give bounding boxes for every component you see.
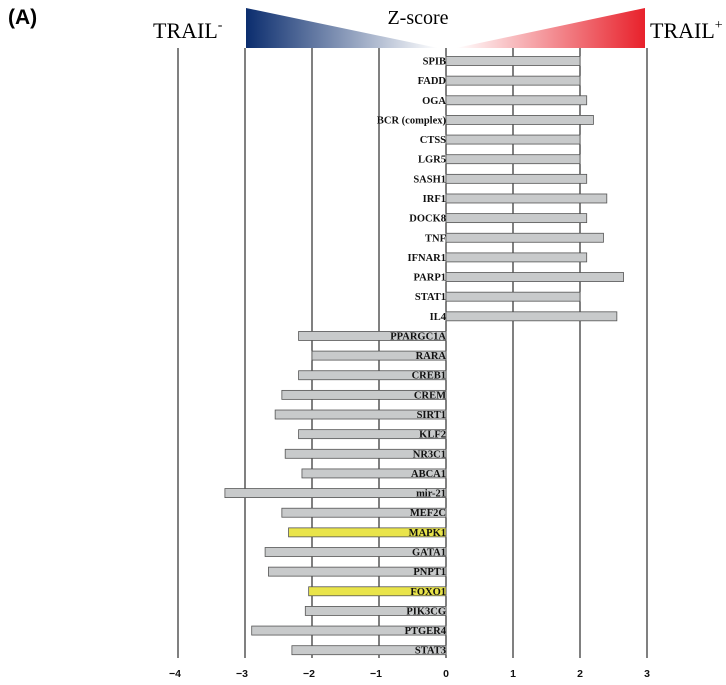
bar: [281, 507, 447, 518]
category-label: STAT3: [415, 646, 446, 657]
negative-gradient-triangle: [246, 8, 438, 48]
bar: [445, 95, 588, 106]
category-label: SIRT1: [417, 410, 446, 421]
x-tick-label: 1: [510, 668, 516, 680]
category-label: FADD: [418, 76, 447, 87]
bar: [281, 389, 447, 400]
x-tick-label: 3: [644, 668, 650, 680]
category-label: IFNAR1: [408, 253, 447, 264]
z-score-title: Z-score: [387, 7, 448, 29]
category-label: PPARGC1A: [390, 331, 446, 342]
category-label: NR3C1: [413, 449, 446, 460]
bar: [445, 193, 608, 204]
category-label: RARA: [416, 351, 447, 362]
category-label: SASH1: [413, 174, 446, 185]
bar: [298, 370, 447, 381]
bar: [445, 56, 581, 66]
category-label: BCR (complex): [377, 115, 447, 126]
bar: [445, 154, 581, 165]
x-axis-ticks: −4 −3 −2 −1 0 1 2 3: [169, 668, 650, 680]
bar: [445, 115, 594, 125]
bar: [445, 75, 581, 86]
bar: [298, 429, 447, 440]
bar: [268, 566, 447, 577]
bar: [445, 291, 581, 302]
bar: [264, 547, 447, 557]
bar: [304, 606, 447, 616]
category-label: PARP1: [414, 273, 446, 284]
category-label: GATA1: [412, 548, 446, 559]
x-tick-label: 2: [577, 668, 583, 680]
positive-gradient-triangle: [456, 8, 645, 48]
category-label: mir-21: [416, 489, 446, 500]
bar: [445, 173, 588, 184]
category-label: ABCA1: [411, 469, 446, 480]
bar: [308, 586, 447, 597]
category-label: FOXO1: [410, 587, 446, 598]
category-label: CREB1: [412, 371, 446, 382]
trail-positive-label: TRAIL+: [650, 18, 723, 43]
x-tick-label: −1: [370, 668, 382, 680]
category-label: CTSS: [420, 135, 446, 146]
bar: [251, 625, 447, 636]
bars-group: [224, 56, 624, 656]
category-label: PTGER4: [405, 626, 447, 637]
bar: [274, 409, 447, 420]
x-tick-label: −3: [236, 668, 248, 680]
category-label: MAPK1: [409, 528, 446, 539]
panel-label: (A): [8, 6, 37, 29]
category-label: KLF2: [419, 430, 446, 441]
category-labels: SPIB FADD OGA BCR (complex) CTSS LGR5 SASH1 IRF…: [377, 57, 447, 657]
category-label: CREM: [414, 390, 446, 401]
category-label: SPIB: [423, 57, 446, 68]
bar: [301, 468, 447, 479]
category-label: MEF2C: [410, 508, 446, 519]
bar: [445, 272, 624, 282]
category-label: STAT1: [415, 292, 446, 303]
bar: [298, 331, 447, 341]
category-label: LGR5: [418, 155, 446, 166]
bar: [284, 448, 447, 459]
bar: [291, 645, 447, 656]
x-tick-label: −4: [169, 668, 181, 680]
category-label: PNPT1: [413, 567, 446, 578]
bar: [445, 134, 581, 145]
x-tick-label: −2: [303, 668, 315, 680]
x-tick-label: 0: [443, 668, 449, 680]
bar: [445, 252, 588, 263]
bar: [445, 232, 604, 243]
bar: [445, 311, 618, 322]
bar: [311, 350, 447, 361]
bar: [288, 527, 447, 538]
category-label: PIK3CG: [406, 606, 446, 617]
bar: [445, 213, 588, 224]
category-label: IRF1: [423, 194, 446, 205]
category-label: OGA: [422, 96, 446, 107]
trail-negative-label: TRAIL-: [153, 18, 223, 43]
category-label: DOCK8: [409, 214, 446, 225]
category-label: TNF: [425, 233, 446, 244]
bar: [224, 488, 447, 498]
category-label: IL4: [430, 312, 447, 323]
